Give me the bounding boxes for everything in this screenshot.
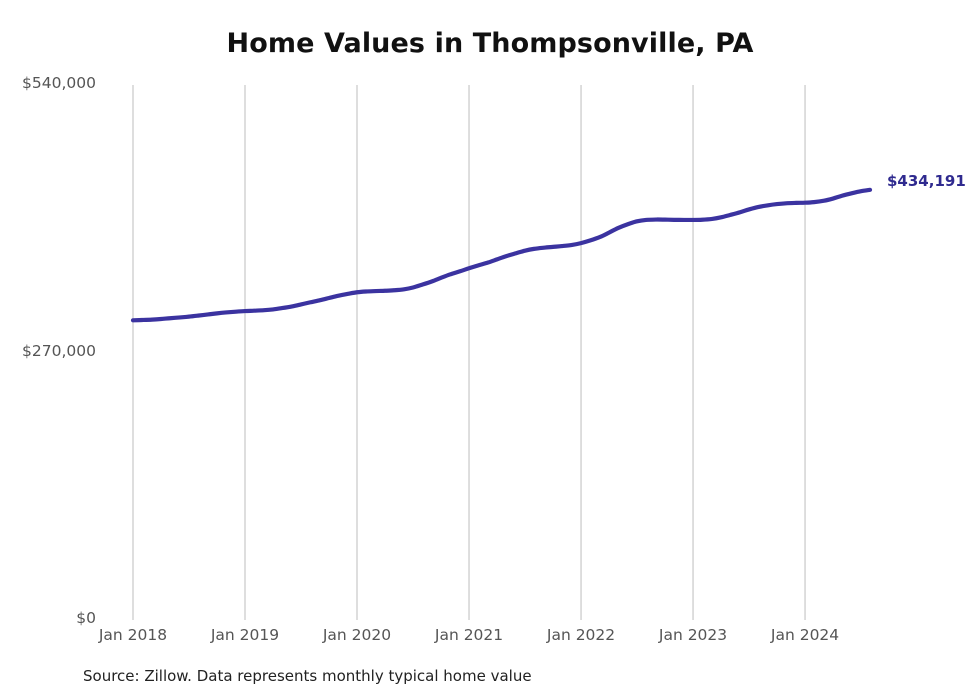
page-title: Home Values in Thompsonville, PA (226, 28, 754, 59)
x-tick-label: Jan 2024 (770, 626, 840, 644)
x-tick-label: Jan 2020 (322, 626, 392, 644)
x-tick-label: Jan 2023 (658, 626, 728, 644)
home-value-line-series (130, 187, 873, 323)
y-tick-label: $540,000 (22, 74, 96, 92)
y-tick-label: $0 (76, 609, 96, 627)
source-note: Source: Zillow. Data represents monthly … (83, 667, 532, 685)
end-value-annotation: $434,191 (887, 171, 966, 190)
y-tick-label: $270,000 (22, 341, 96, 360)
gridlines-group (132, 85, 806, 620)
x-tick-label: Jan 2018 (98, 626, 168, 644)
x-tick-label: Jan 2022 (546, 626, 616, 644)
x-tick-label: Jan 2019 (210, 626, 280, 644)
x-tick-label: Jan 2021 (434, 626, 504, 644)
